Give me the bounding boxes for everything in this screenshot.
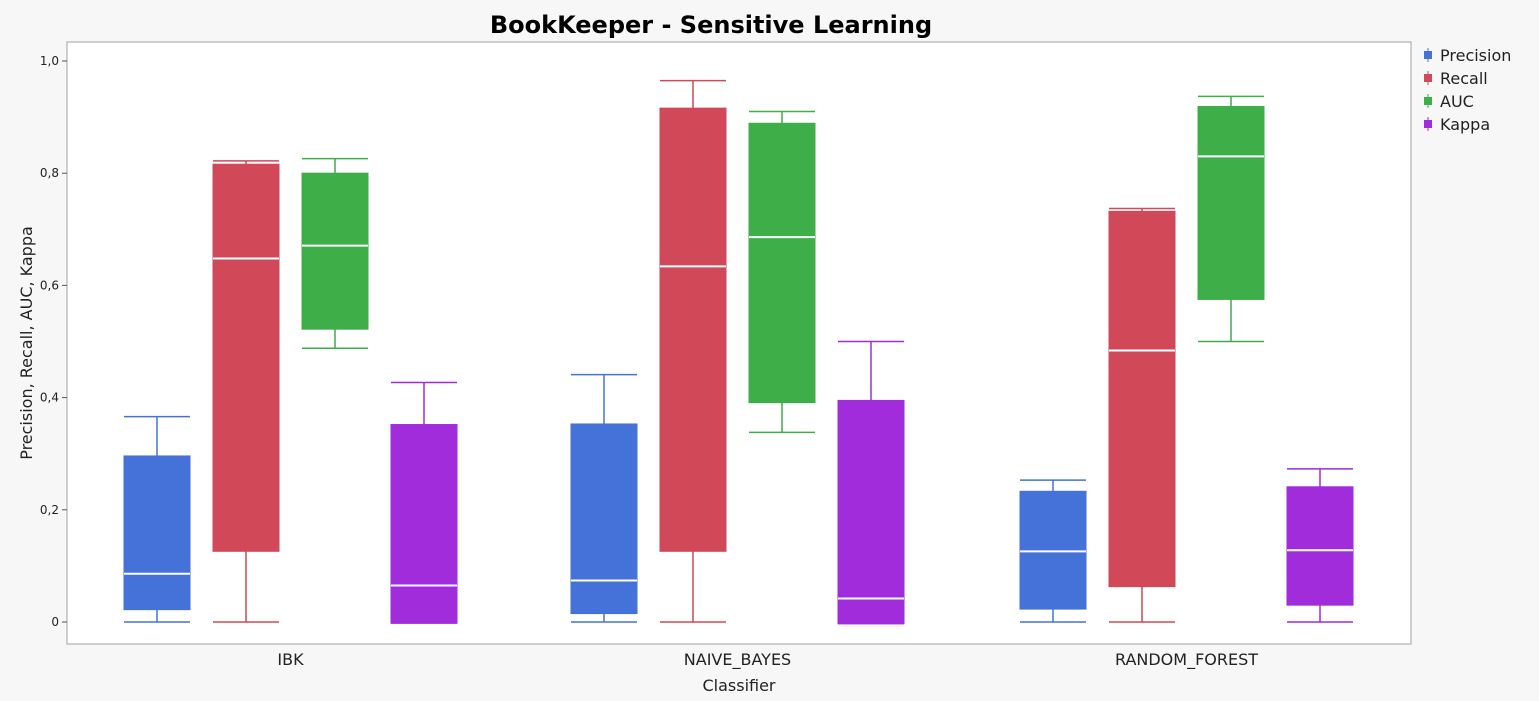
y-tick-label: 0 — [51, 615, 59, 629]
box-recall-random_forest — [1108, 207, 1176, 623]
legend-item-kappa[interactable]: Kappa — [1424, 115, 1490, 134]
iqr-box — [748, 122, 816, 404]
y-tick-label: 0,4 — [40, 391, 59, 405]
x-tick-label: NAIVE_BAYES — [684, 650, 791, 670]
iqr-box — [301, 172, 369, 330]
x-tick-label: RANDOM_FOREST — [1115, 650, 1258, 670]
legend: Precision Recall AUC Kappa — [1424, 46, 1511, 134]
legend-swatch — [1424, 120, 1432, 128]
iqr-box — [212, 163, 280, 552]
y-tick-label: 1,0 — [40, 54, 59, 68]
x-axis-label: Classifier — [702, 676, 775, 695]
legend-item-auc[interactable]: AUC — [1424, 92, 1474, 111]
legend-label: Precision — [1440, 46, 1511, 65]
iqr-box — [1197, 105, 1265, 300]
chart-title: BookKeeper - Sensitive Learning — [490, 11, 932, 39]
iqr-box — [659, 107, 727, 552]
legend-swatch — [1424, 51, 1432, 59]
iqr-box — [123, 455, 191, 611]
y-tick-label: 0,6 — [40, 278, 59, 292]
legend-label: Kappa — [1440, 115, 1490, 134]
iqr-box — [837, 399, 905, 625]
box-precision-random_forest — [1019, 479, 1087, 623]
x-axis: IBK NAIVE_BAYES RANDOM_FOREST — [277, 650, 1258, 670]
box-auc-random_forest — [1197, 95, 1265, 343]
box-auc-naive_bayes — [748, 110, 816, 434]
box-kappa-random_forest — [1286, 468, 1354, 623]
box-precision-ibk — [123, 415, 191, 623]
y-axis-label: Precision, Recall, AUC, Kappa — [17, 226, 36, 460]
legend-swatch — [1424, 97, 1432, 105]
box-precision-naive_bayes — [570, 373, 638, 623]
iqr-box — [1108, 210, 1176, 588]
iqr-box — [1019, 490, 1087, 610]
box-recall-naive_bayes — [659, 79, 727, 623]
legend-label: Recall — [1440, 69, 1488, 88]
box-series-group — [123, 79, 1354, 625]
box-kappa-ibk — [390, 381, 458, 624]
y-tick-label: 0,2 — [40, 503, 59, 517]
legend-label: AUC — [1440, 92, 1474, 111]
box-recall-ibk — [212, 160, 280, 623]
iqr-box — [570, 423, 638, 615]
box-auc-ibk — [301, 157, 369, 349]
x-tick-label: IBK — [277, 650, 304, 669]
legend-item-recall[interactable]: Recall — [1424, 69, 1488, 88]
box-kappa-naive_bayes — [837, 340, 905, 625]
y-axis: 0 0,2 0,4 0,6 0,8 1,0 — [40, 54, 67, 629]
iqr-box — [1286, 486, 1354, 606]
iqr-box — [390, 424, 458, 624]
y-tick-label: 0,8 — [40, 166, 59, 180]
legend-item-precision[interactable]: Precision — [1424, 46, 1511, 65]
plot-area — [66, 41, 1412, 645]
legend-swatch — [1424, 74, 1432, 82]
